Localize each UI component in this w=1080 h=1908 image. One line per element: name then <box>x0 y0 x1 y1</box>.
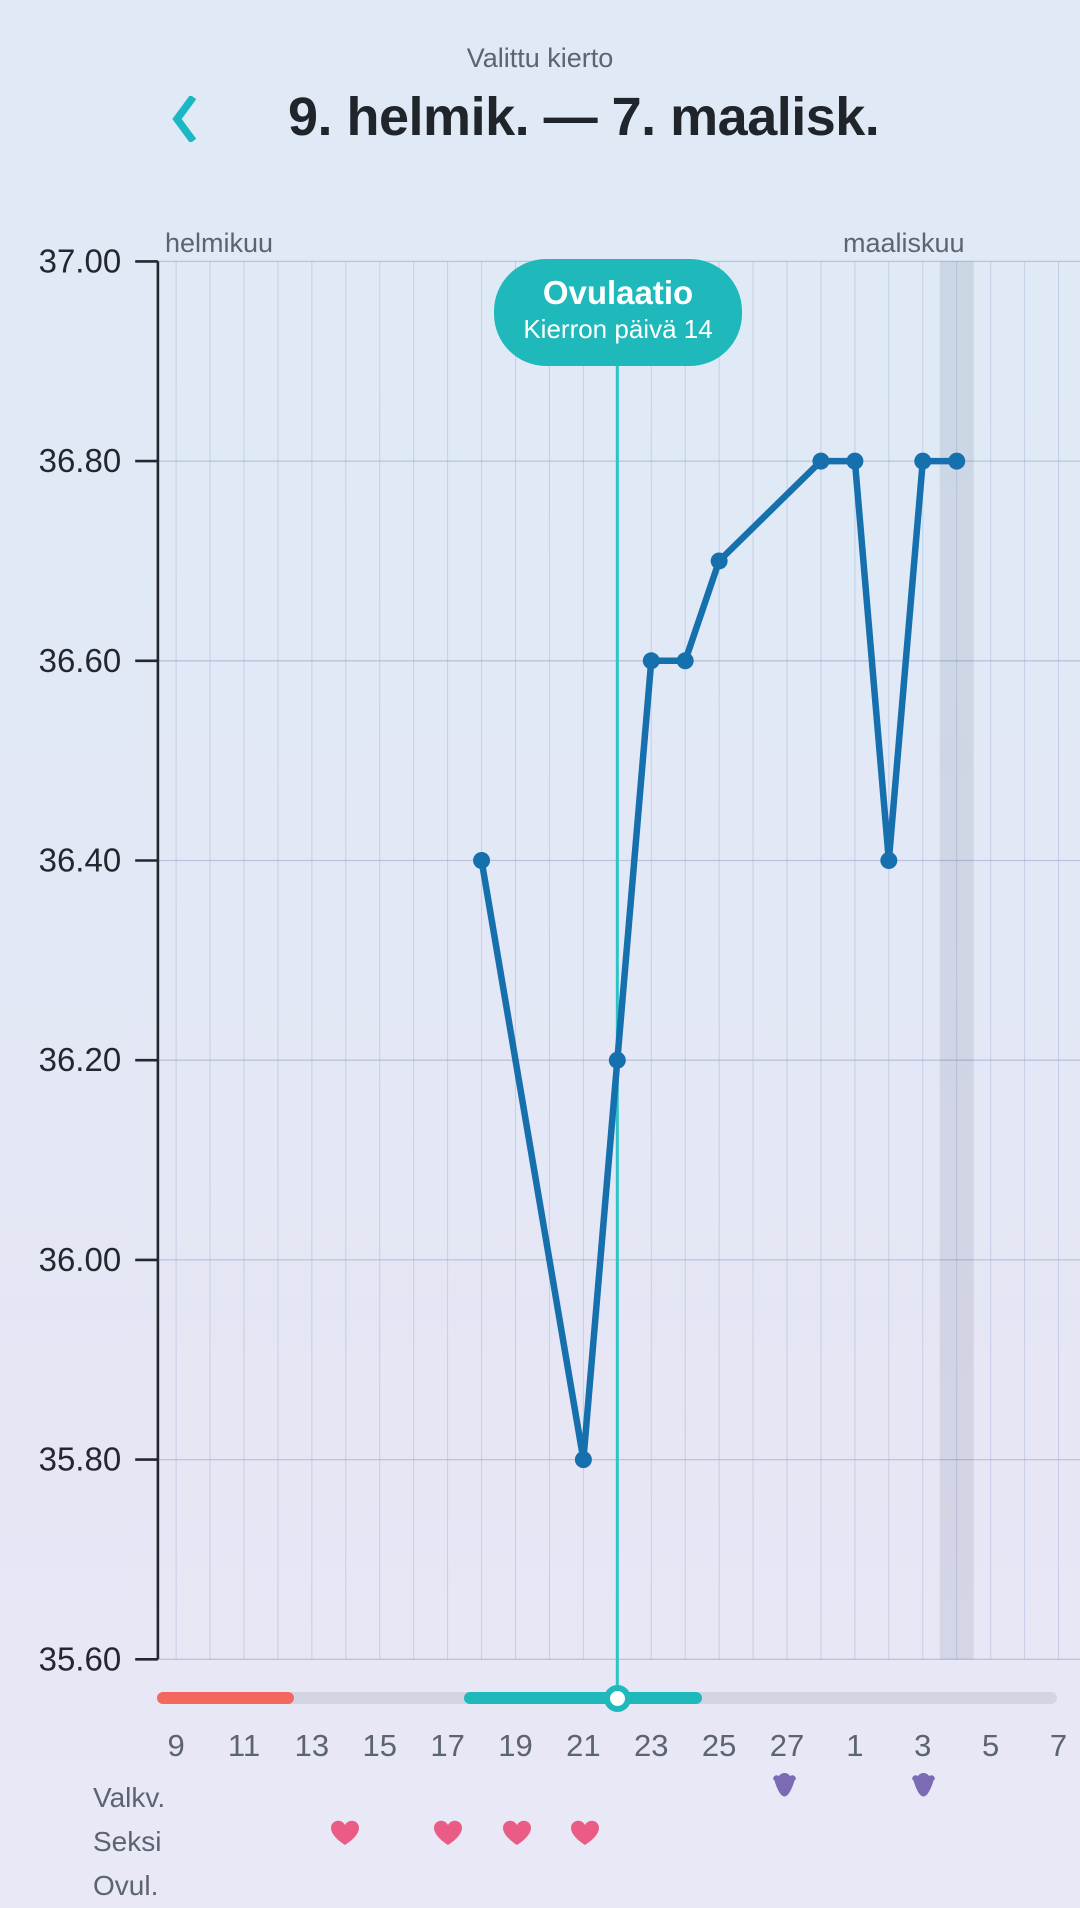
svg-text:27: 27 <box>770 1728 804 1763</box>
svg-text:11: 11 <box>228 1728 260 1763</box>
svg-text:37.00: 37.00 <box>39 242 122 279</box>
svg-text:13: 13 <box>295 1728 329 1763</box>
svg-text:36.40: 36.40 <box>39 842 122 879</box>
svg-text:36.60: 36.60 <box>39 642 122 679</box>
svg-text:21: 21 <box>566 1728 600 1763</box>
svg-text:1: 1 <box>846 1728 863 1763</box>
svg-text:36.20: 36.20 <box>39 1041 122 1078</box>
svg-text:35.80: 35.80 <box>39 1441 122 1478</box>
svg-text:9: 9 <box>167 1728 184 1763</box>
svg-text:15: 15 <box>362 1728 396 1763</box>
svg-text:17: 17 <box>430 1728 464 1763</box>
svg-text:19: 19 <box>498 1728 532 1763</box>
svg-text:36.80: 36.80 <box>39 442 122 479</box>
svg-text:5: 5 <box>982 1728 999 1763</box>
svg-text:35.60: 35.60 <box>39 1640 122 1677</box>
svg-text:7: 7 <box>1050 1728 1067 1763</box>
svg-text:23: 23 <box>634 1728 668 1763</box>
svg-text:3: 3 <box>914 1728 931 1763</box>
svg-text:25: 25 <box>702 1728 736 1763</box>
svg-text:36.00: 36.00 <box>39 1241 122 1278</box>
